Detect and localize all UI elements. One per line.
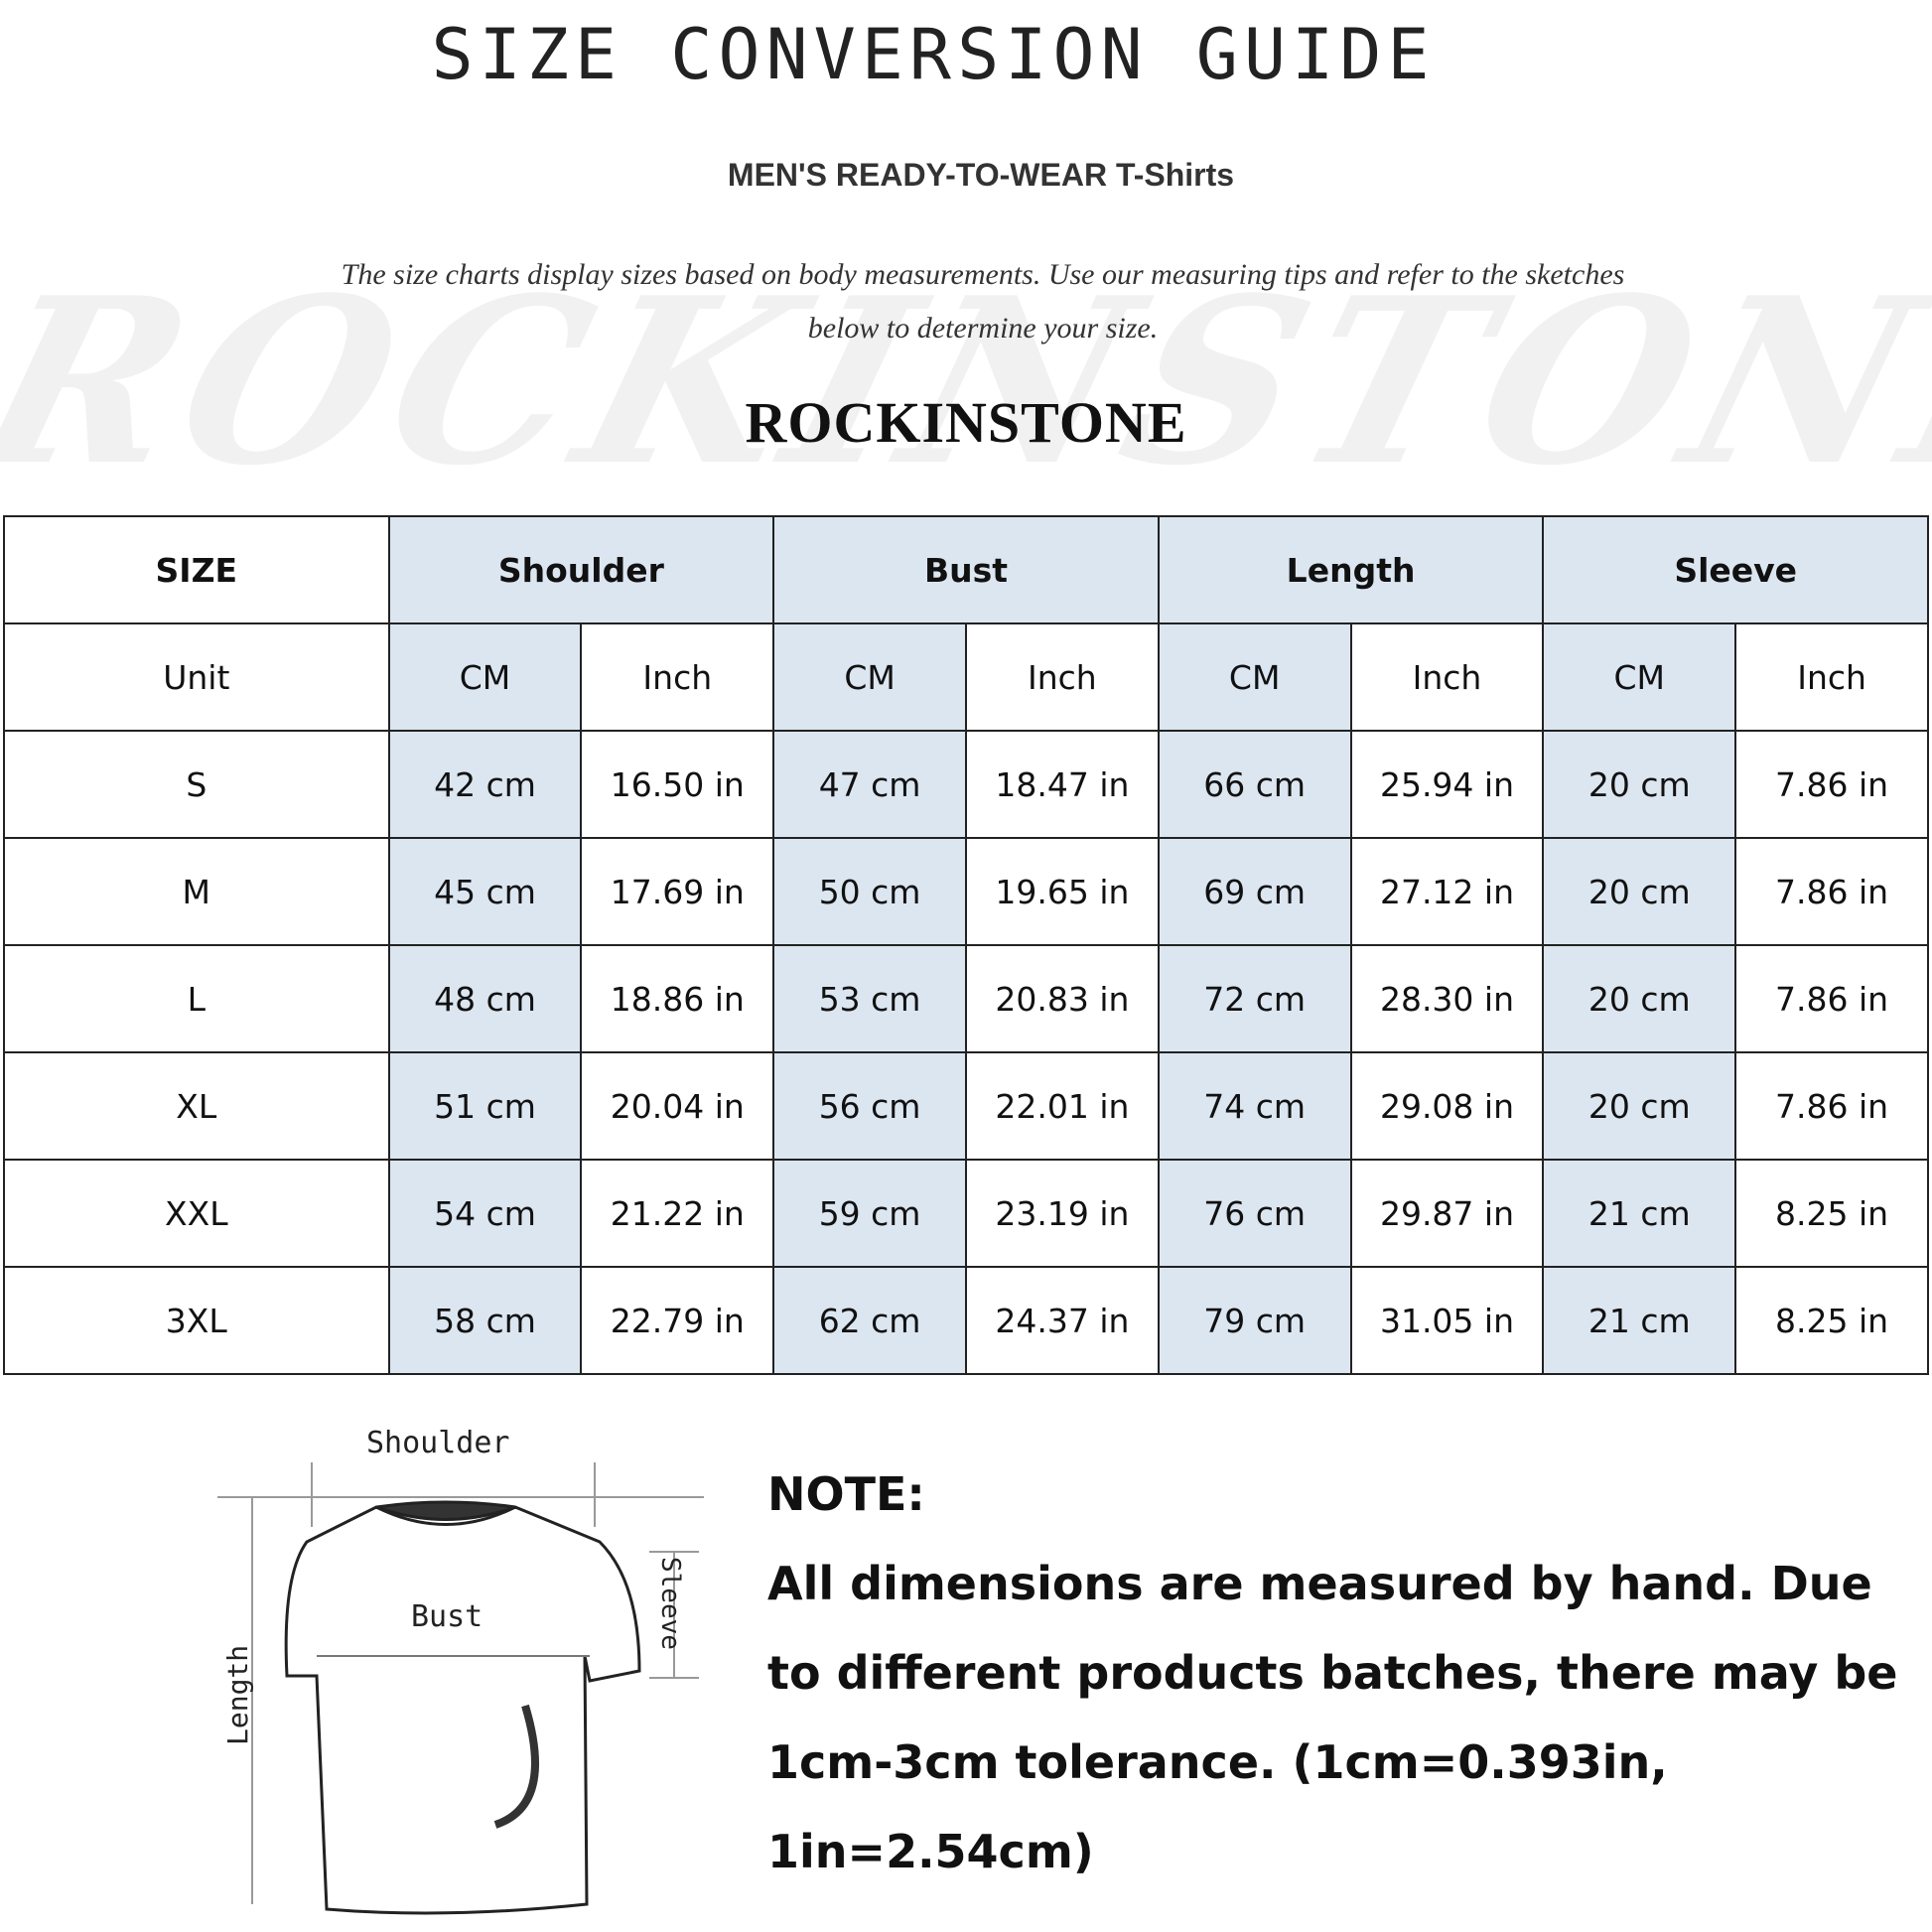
table-row: M 45 cm 17.69 in 50 cm 19.65 in 69 cm 27.12 in… [3,837,1929,946]
note-heading: NOTE: [767,1467,925,1521]
intro-text: The size charts display sizes based on b… [298,248,1668,355]
measurement-cell: 59 cm [772,1159,967,1268]
measurement-cell: 20 cm [1542,837,1737,946]
measurement-cell: 69 cm [1157,837,1352,946]
measurement-cell: 21 cm [1542,1159,1737,1268]
brand-name: ROCKINSTONE [745,390,1187,455]
measurement-cell: 56 cm [772,1051,967,1161]
measurement-cell: 21 cm [1542,1266,1737,1375]
unit-header-inch: Inch [964,622,1160,732]
unit-header-row: Unit CM Inch CM Inch CM Inch CM Inch [3,622,1929,732]
measurement-cell: 28.30 in [1349,944,1545,1053]
table-row: XXL 54 cm 21.22 in 59 cm 23.19 in 76 cm 29.87 … [3,1159,1929,1268]
unit-header-cm: CM [1157,622,1352,732]
measurement-cell: 50 cm [772,837,967,946]
measurement-cell: 74 cm [1157,1051,1352,1161]
bust-label: Bust [411,1599,483,1634]
measurement-cell: 22.79 in [580,1266,775,1375]
size-cell: M [3,837,390,946]
unit-header-cm: CM [1542,622,1737,732]
table-row: L 48 cm 18.86 in 53 cm 20.83 in 72 cm 28.30 in… [3,944,1929,1053]
measurement-cell: 29.08 in [1349,1051,1545,1161]
measurement-cell: 31.05 in [1349,1266,1545,1375]
table-row: XL 51 cm 20.04 in 56 cm 22.01 in 74 cm 29.08 i… [3,1051,1929,1161]
measurement-cell: 76 cm [1157,1159,1352,1268]
group-header-shoulder: Shoulder [387,515,775,624]
intro-line-1: The size charts display sizes based on b… [341,258,1625,291]
group-header-sleeve: Sleeve [1542,515,1929,624]
note: NOTE: All dimensions are measured by han… [767,1449,1919,1896]
page-title: SIZE CONVERSION GUIDE [431,14,1436,95]
measurement-cell: 7.86 in [1734,1051,1929,1161]
measurement-cell: 7.86 in [1734,837,1929,946]
measurement-guides [217,1462,704,1904]
subtitle: MEN'S READY-TO-WEAR T-Shirts [727,157,1235,193]
group-header-row: SIZE Shoulder Bust Length Sleeve [3,515,1929,624]
measurement-cell: 20.04 in [580,1051,775,1161]
measurement-cell: 79 cm [1157,1266,1352,1375]
length-label: Length [221,1645,254,1745]
unit-header-inch: Inch [1734,622,1929,732]
measurement-cell: 51 cm [387,1051,583,1161]
group-header-length: Length [1157,515,1545,624]
measurement-cell: 62 cm [772,1266,967,1375]
measurement-cell: 7.86 in [1734,944,1929,1053]
note-text: All dimensions are measured by hand. Due… [767,1557,1898,1878]
intro-line-2: below to determine your size. [807,312,1159,345]
size-cell: XXL [3,1159,390,1268]
shoulder-label: Shoulder [366,1426,510,1460]
size-cell: 3XL [3,1266,390,1375]
measurement-cell: 42 cm [387,730,583,839]
measurement-cell: 45 cm [387,837,583,946]
measurement-cell: 24.37 in [964,1266,1160,1375]
measurement-cell: 8.25 in [1734,1159,1929,1268]
measurement-cell: 66 cm [1157,730,1352,839]
measurement-cell: 54 cm [387,1159,583,1268]
measurement-cell: 22.01 in [964,1051,1160,1161]
measurement-cell: 18.86 in [580,944,775,1053]
measurement-cell: 20 cm [1542,730,1737,839]
measurement-cell: 16.50 in [580,730,775,839]
table-row: 3XL 58 cm 22.79 in 62 cm 24.37 in 79 cm 31.05 … [3,1266,1929,1375]
measurement-cell: 29.87 in [1349,1159,1545,1268]
sleeve-label: Sleeve [655,1557,685,1650]
measurement-cell: 19.65 in [964,837,1160,946]
measurement-cell: 27.12 in [1349,837,1545,946]
measurement-cell: 20 cm [1542,944,1737,1053]
measurement-cell: 23.19 in [964,1159,1160,1268]
measurement-cell: 48 cm [387,944,583,1053]
tshirt-outline [284,1500,641,1915]
unit-header-cm: CM [772,622,967,732]
measurement-cell: 8.25 in [1734,1266,1929,1375]
measurement-cell: 72 cm [1157,944,1352,1053]
measurement-cell: 20 cm [1542,1051,1737,1161]
measurement-cell: 20.83 in [964,944,1160,1053]
measurement-cell: 7.86 in [1734,730,1929,839]
size-cell: L [3,944,390,1053]
measurement-cell: 58 cm [387,1266,583,1375]
measurement-cell: 17.69 in [580,837,775,946]
unit-header-inch: Inch [1349,622,1545,732]
measurement-cell: 25.94 in [1349,730,1545,839]
unit-header: Unit [3,622,390,732]
size-header: SIZE [3,515,390,624]
unit-header-cm: CM [387,622,583,732]
measurement-cell: 18.47 in [964,730,1160,839]
unit-header-inch: Inch [580,622,775,732]
size-table: SIZE Shoulder Bust Length Sleeve Unit CM… [3,515,1929,1375]
measurement-cell: 21.22 in [580,1159,775,1268]
table-row: S 42 cm 16.50 in 47 cm 18.47 in 66 cm 25.94 in… [3,730,1929,839]
measurement-cell: 53 cm [772,944,967,1053]
size-cell: S [3,730,390,839]
size-cell: XL [3,1051,390,1161]
group-header-bust: Bust [772,515,1160,624]
measurement-cell: 47 cm [772,730,967,839]
tshirt-measurement-sketch: Shoulder Bust Length Sleeve [217,1426,704,1915]
